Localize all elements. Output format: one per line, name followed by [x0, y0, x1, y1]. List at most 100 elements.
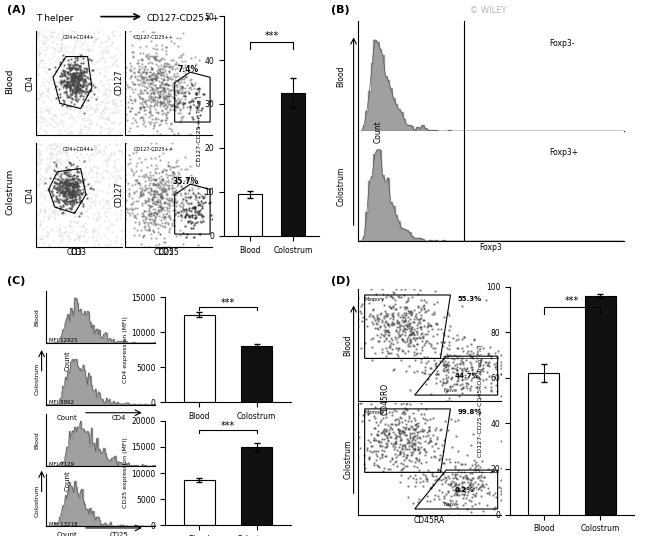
Point	[65, 65, 75, 74]
Point	[441, 490, 451, 498]
Point	[394, 330, 404, 339]
Point	[159, 80, 169, 88]
Point	[144, 210, 154, 219]
Point	[100, 101, 110, 110]
Point	[424, 426, 434, 435]
Point	[406, 438, 416, 446]
Point	[40, 117, 51, 125]
Point	[162, 92, 173, 100]
Point	[110, 209, 120, 218]
Point	[148, 88, 158, 97]
Point	[127, 41, 137, 50]
Point	[146, 75, 156, 83]
Point	[495, 484, 506, 493]
Point	[165, 72, 176, 81]
Point	[35, 175, 46, 183]
Point	[391, 318, 402, 327]
Point	[95, 196, 105, 205]
Point	[493, 347, 503, 355]
Point	[417, 333, 427, 341]
Point	[112, 179, 122, 188]
Point	[160, 62, 170, 71]
Point	[139, 86, 150, 95]
Point	[144, 72, 154, 80]
Point	[177, 88, 188, 96]
Point	[146, 176, 157, 184]
Point	[398, 452, 408, 460]
Point	[416, 296, 426, 304]
Point	[101, 105, 112, 113]
Point	[435, 357, 445, 366]
Point	[443, 332, 453, 340]
Point	[438, 313, 448, 322]
Point	[387, 425, 397, 434]
Point	[410, 330, 420, 339]
Point	[77, 184, 88, 193]
Text: 35.7%: 35.7%	[173, 177, 199, 186]
Point	[149, 102, 159, 111]
Point	[161, 112, 171, 121]
Point	[187, 233, 198, 241]
Point	[103, 42, 114, 50]
Point	[99, 63, 110, 72]
Point	[115, 128, 125, 137]
Point	[65, 63, 75, 72]
Point	[72, 62, 83, 71]
Point	[405, 319, 415, 327]
Point	[132, 175, 142, 184]
Point	[62, 82, 72, 91]
Point	[411, 434, 422, 442]
Point	[65, 105, 75, 113]
Point	[455, 486, 465, 494]
Point	[404, 412, 414, 420]
Point	[371, 450, 382, 459]
Point	[172, 93, 183, 102]
Point	[105, 53, 116, 62]
Point	[51, 142, 62, 151]
Point	[382, 434, 392, 443]
Point	[414, 449, 424, 458]
Point	[72, 83, 82, 91]
Point	[85, 116, 96, 124]
Point	[148, 174, 158, 183]
Point	[401, 303, 411, 311]
Point	[156, 61, 166, 70]
Point	[42, 229, 53, 237]
Point	[429, 300, 439, 309]
Point	[58, 80, 69, 89]
Point	[142, 200, 153, 209]
Point	[187, 218, 197, 226]
Point	[62, 80, 72, 89]
Point	[68, 191, 79, 199]
Point	[125, 83, 136, 92]
Point	[467, 353, 478, 362]
Point	[55, 183, 65, 192]
Point	[139, 217, 150, 226]
Point	[157, 94, 168, 103]
Point	[135, 114, 146, 122]
Point	[417, 431, 428, 440]
Point	[59, 77, 70, 85]
Point	[55, 77, 65, 85]
Point	[157, 86, 167, 94]
Point	[78, 170, 88, 178]
Point	[146, 194, 157, 203]
Point	[40, 175, 50, 183]
Point	[72, 101, 82, 110]
Point	[106, 41, 116, 49]
Point	[70, 218, 80, 227]
Point	[92, 105, 102, 114]
Point	[74, 106, 85, 115]
Point	[476, 366, 486, 374]
Point	[89, 143, 99, 152]
Point	[367, 448, 377, 456]
Point	[46, 191, 57, 200]
Point	[157, 221, 168, 230]
Point	[396, 285, 406, 294]
Point	[51, 33, 61, 41]
Point	[413, 444, 423, 453]
Point	[168, 191, 179, 199]
Point	[73, 77, 83, 86]
Point	[70, 59, 80, 68]
Point	[395, 430, 406, 438]
